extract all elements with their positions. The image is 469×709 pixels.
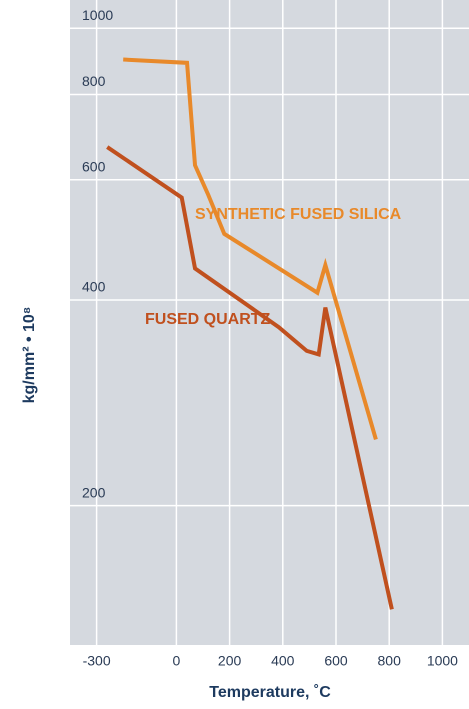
series-label: FUSED QUARTZ (145, 311, 271, 328)
y-tick-label: 800 (82, 73, 106, 89)
lines (106, 57, 394, 610)
series-label: SYNTHETIC FUSED SILICA (195, 206, 402, 223)
y-tick-label: 400 (82, 279, 106, 295)
x-axis-label: Temperature, ˚C (209, 684, 331, 701)
x-tick-label: 200 (218, 653, 242, 669)
y-tick-label: 1000 (82, 7, 113, 23)
y-axis-label: kg/mm² • 10⁸ (21, 307, 38, 404)
x-tick-label: -300 (83, 653, 111, 669)
series-line (106, 145, 394, 610)
x-tick-label: 600 (324, 653, 348, 669)
x-tick-label: 800 (378, 653, 402, 669)
series-line (123, 57, 378, 440)
y-tick-label: 200 (82, 484, 106, 500)
x-tick-label: 1000 (427, 653, 458, 669)
grid (70, 0, 469, 645)
x-tick-label: 400 (271, 653, 295, 669)
x-tick-label: 0 (173, 653, 181, 669)
y-tick-label: 600 (82, 158, 106, 174)
